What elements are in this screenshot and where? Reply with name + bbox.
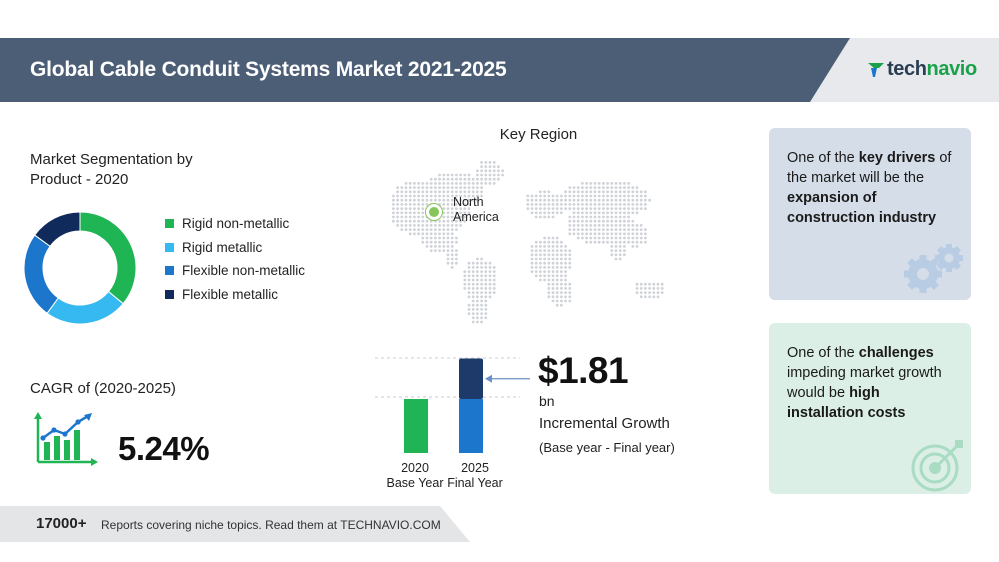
legend-label: Flexible metallic xyxy=(182,286,279,302)
legend-label: Rigid non-metallic xyxy=(182,216,290,232)
target-icon xyxy=(911,440,963,492)
donut-slice xyxy=(33,211,81,247)
legend-item: Rigid non-metallic xyxy=(165,212,305,236)
legend-label: Flexible non-metallic xyxy=(182,263,306,279)
growth-chart-icon xyxy=(34,412,98,466)
growth-bar-chart xyxy=(375,357,530,453)
key-drivers-card: One of the key drivers of the market wil… xyxy=(769,128,971,300)
footer-report-count: 17000+ xyxy=(36,515,87,532)
donut-slice xyxy=(23,234,59,315)
donut-slice xyxy=(46,290,124,325)
segmentation-donut-chart xyxy=(23,211,137,325)
bar-base-2025 xyxy=(459,399,483,453)
key-region-title: Key Region xyxy=(499,126,578,143)
bar-label-2020: 2020 Base Year xyxy=(386,461,444,490)
logo-text: technavio xyxy=(887,58,977,80)
legend-swatch xyxy=(165,242,174,252)
page-title: Global Cable Conduit Systems Market 2021… xyxy=(30,58,507,81)
donut-slice xyxy=(79,211,137,305)
legend-swatch xyxy=(165,289,174,299)
world-map-icon xyxy=(392,161,664,324)
legend-item: Flexible non-metallic xyxy=(165,259,305,283)
legend-item: Rigid metallic xyxy=(165,236,305,260)
incremental-growth-subcaption: (Base year - Final year) xyxy=(539,440,675,455)
legend-item: Flexible metallic xyxy=(165,283,305,307)
bar-base-2020 xyxy=(404,399,428,453)
logo-mark-icon xyxy=(868,62,884,77)
legend-label: Rigid metallic xyxy=(182,239,263,255)
gears-icon xyxy=(904,244,963,293)
incremental-growth-value: $1.81 xyxy=(538,350,629,391)
footer-text[interactable]: Reports covering niche topics. Read them… xyxy=(101,518,441,532)
region-label: North America xyxy=(453,195,499,224)
bar-label-2025: 2025 Final Year xyxy=(447,461,503,490)
segmentation-legend: Rigid non-metallic Rigid metallic Flexib… xyxy=(165,212,305,306)
challenges-card: One of the challenges impeding market gr… xyxy=(769,323,971,494)
incremental-growth-unit: bn xyxy=(539,393,555,409)
legend-swatch xyxy=(165,219,174,229)
bar-incremental-2025 xyxy=(459,358,483,399)
footer-banner xyxy=(0,506,470,542)
growth-arrowhead xyxy=(485,374,492,383)
technavio-logo[interactable]: technavio xyxy=(868,58,977,81)
cagr-value: 5.24% xyxy=(118,430,210,467)
cagr-title: CAGR of (2020-2025) xyxy=(30,380,176,397)
segmentation-title: Market Segmentation by Product - 2020 xyxy=(30,151,193,188)
region-marker-icon xyxy=(426,204,442,220)
incremental-growth-caption: Incremental Growth xyxy=(539,415,670,432)
legend-swatch xyxy=(165,266,174,276)
